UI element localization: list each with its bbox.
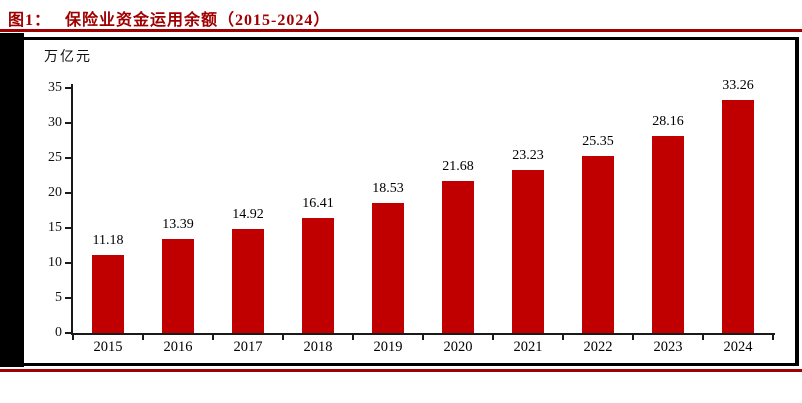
chart-frame	[24, 37, 799, 366]
top-red-rule	[0, 29, 802, 32]
figure-title: 保险业资金运用余额（2015-2024）	[65, 12, 331, 29]
figure-header: 图1： 保险业资金运用余额（2015-2024）	[8, 6, 798, 29]
bottom-red-rule	[0, 369, 802, 372]
y-axis-unit-label: 万亿元	[44, 49, 92, 65]
figure-number-label: 图1：	[8, 12, 52, 29]
left-black-stripe	[0, 33, 24, 367]
